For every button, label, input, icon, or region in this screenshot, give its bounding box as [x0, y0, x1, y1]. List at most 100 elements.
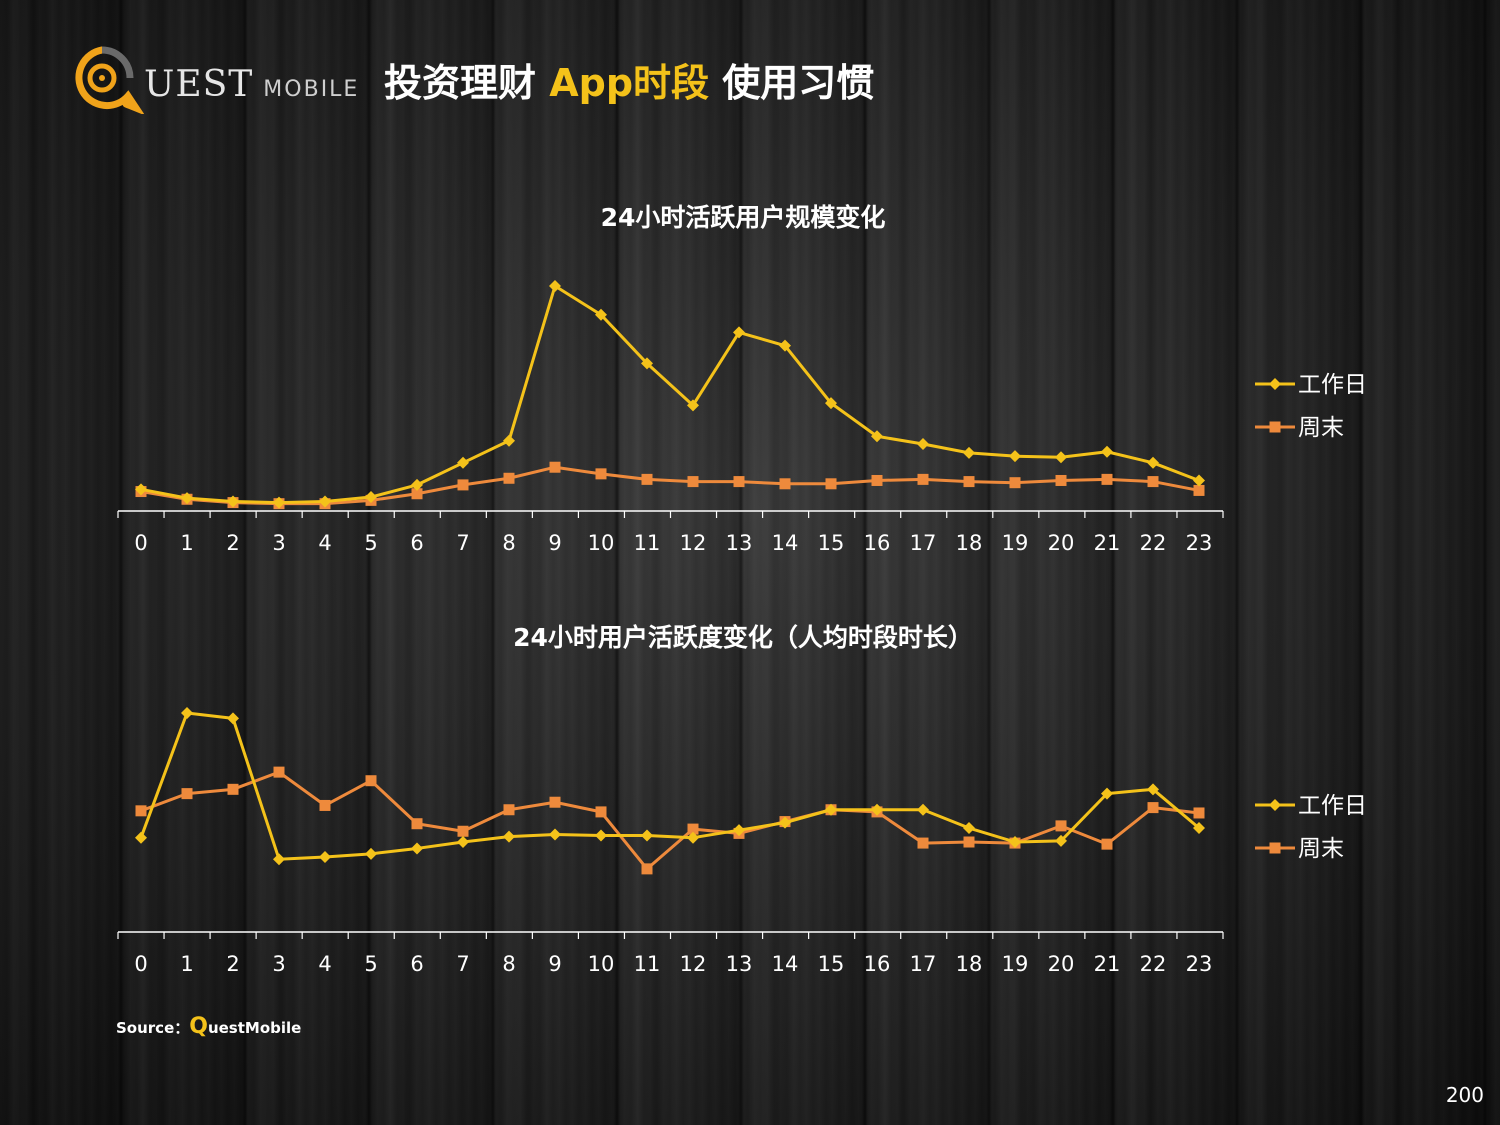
- logo-subtext: MOBILE: [263, 77, 360, 102]
- page-title: 投资理财 App时段 使用习惯: [384, 52, 874, 107]
- series-line-workday: [139, 711, 1200, 861]
- x-tick-label: 6: [410, 531, 423, 555]
- x-tick-label: 2: [226, 531, 239, 555]
- data-point-workday: [963, 446, 975, 459]
- x-tick-label: 12: [680, 952, 707, 976]
- data-point-workday: [1009, 450, 1021, 463]
- data-point-weekend: [1193, 807, 1205, 819]
- x-tick-label: 20: [1048, 531, 1075, 555]
- data-point-workday: [641, 829, 653, 842]
- data-point-workday: [549, 280, 561, 292]
- title-part1: 投资理财: [384, 61, 537, 105]
- x-tick-label: 0: [134, 952, 147, 976]
- data-point-workday: [825, 397, 837, 410]
- data-point-weekend: [1193, 484, 1205, 496]
- data-point-weekend: [963, 476, 975, 488]
- x-tick-label: 1: [180, 952, 193, 976]
- legend-label: 周末: [1298, 415, 1344, 441]
- x-tick-label: 3: [272, 531, 285, 555]
- x-tick-label: 11: [634, 952, 661, 976]
- page-number: 200: [1445, 1083, 1484, 1107]
- legend-label: 周末: [1298, 836, 1344, 862]
- data-point-weekend: [549, 461, 561, 473]
- data-point-weekend: [1147, 476, 1159, 488]
- data-point-workday: [503, 830, 515, 843]
- data-point-weekend: [641, 473, 653, 485]
- series-line-weekend: [140, 465, 1200, 506]
- x-tick-label: 8: [502, 952, 515, 976]
- data-point-weekend: [1101, 473, 1113, 485]
- x-tick-label: 14: [772, 531, 799, 555]
- data-point-workday: [1055, 451, 1067, 464]
- data-point-weekend: [641, 863, 653, 875]
- data-point-workday: [871, 430, 883, 443]
- x-tick-label: 10: [588, 531, 615, 555]
- data-point-workday: [595, 829, 607, 842]
- data-point-workday: [917, 438, 929, 451]
- data-point-workday: [135, 483, 147, 496]
- data-point-workday: [779, 339, 791, 352]
- data-point-weekend: [825, 478, 837, 490]
- x-tick-label: 4: [318, 531, 331, 555]
- data-point-weekend: [733, 476, 745, 488]
- data-point-weekend: [411, 488, 423, 500]
- series-line-workday: [140, 284, 1200, 505]
- source-rest: uestMobile: [207, 1019, 302, 1037]
- data-point-weekend: [227, 783, 239, 795]
- x-tick-label: 1: [180, 531, 193, 555]
- x-tick-label: 18: [956, 531, 983, 555]
- legend-label: 工作日: [1298, 372, 1367, 398]
- data-point-weekend: [503, 472, 515, 484]
- data-point-weekend: [1147, 802, 1159, 814]
- data-point-workday: [963, 822, 975, 835]
- data-point-workday: [779, 816, 791, 829]
- x-tick-label: 21: [1094, 952, 1121, 976]
- x-tick-label: 4: [318, 952, 331, 976]
- x-tick-label: 0: [134, 531, 147, 555]
- source-label: Source：: [116, 1019, 190, 1037]
- x-tick-label: 5: [364, 952, 377, 976]
- source-q: Q: [189, 1014, 208, 1039]
- data-point-weekend: [917, 837, 929, 849]
- logo-q-icon: [75, 46, 144, 114]
- data-point-weekend: [1055, 820, 1067, 832]
- source-note: Source：QuestMobile: [116, 1014, 301, 1039]
- data-point-workday: [227, 495, 239, 508]
- title-accent: App时段: [549, 61, 710, 105]
- data-point-weekend: [595, 468, 607, 480]
- data-point-weekend: [135, 805, 147, 817]
- data-point-workday: [457, 836, 469, 848]
- questmobile-logo: UEST MOBILE: [66, 44, 360, 114]
- data-point-weekend: [549, 796, 561, 808]
- data-point-weekend: [365, 775, 377, 787]
- data-point-workday: [1101, 445, 1113, 458]
- data-point-workday: [825, 803, 837, 816]
- data-point-workday: [917, 803, 929, 816]
- data-point-workday: [641, 357, 653, 370]
- data-point-weekend: [1055, 474, 1067, 486]
- x-tick-label: 18: [956, 952, 983, 976]
- data-point-weekend: [779, 478, 791, 490]
- x-tick-label: 5: [364, 531, 377, 555]
- data-point-workday: [503, 434, 515, 447]
- data-point-workday: [687, 399, 699, 412]
- x-tick-label: 15: [818, 952, 845, 976]
- data-point-weekend: [503, 804, 515, 816]
- x-tick-label: 17: [910, 531, 937, 555]
- x-tick-label: 9: [548, 952, 561, 976]
- x-tick-label: 21: [1094, 531, 1121, 555]
- legend-marker-diamond: [1269, 378, 1281, 390]
- legend-label: 工作日: [1298, 793, 1367, 819]
- x-tick-label: 6: [410, 952, 423, 976]
- x-tick-label: 10: [588, 952, 615, 976]
- data-point-weekend: [1009, 477, 1021, 489]
- x-tick-label: 15: [818, 531, 845, 555]
- data-point-workday: [595, 308, 607, 321]
- data-point-workday: [733, 824, 745, 837]
- x-tick-label: 16: [864, 952, 891, 976]
- data-point-workday: [549, 828, 561, 841]
- data-point-weekend: [181, 788, 193, 800]
- x-tick-label: 19: [1002, 531, 1029, 555]
- data-point-weekend: [917, 473, 929, 485]
- legend-marker-square: [1269, 421, 1281, 433]
